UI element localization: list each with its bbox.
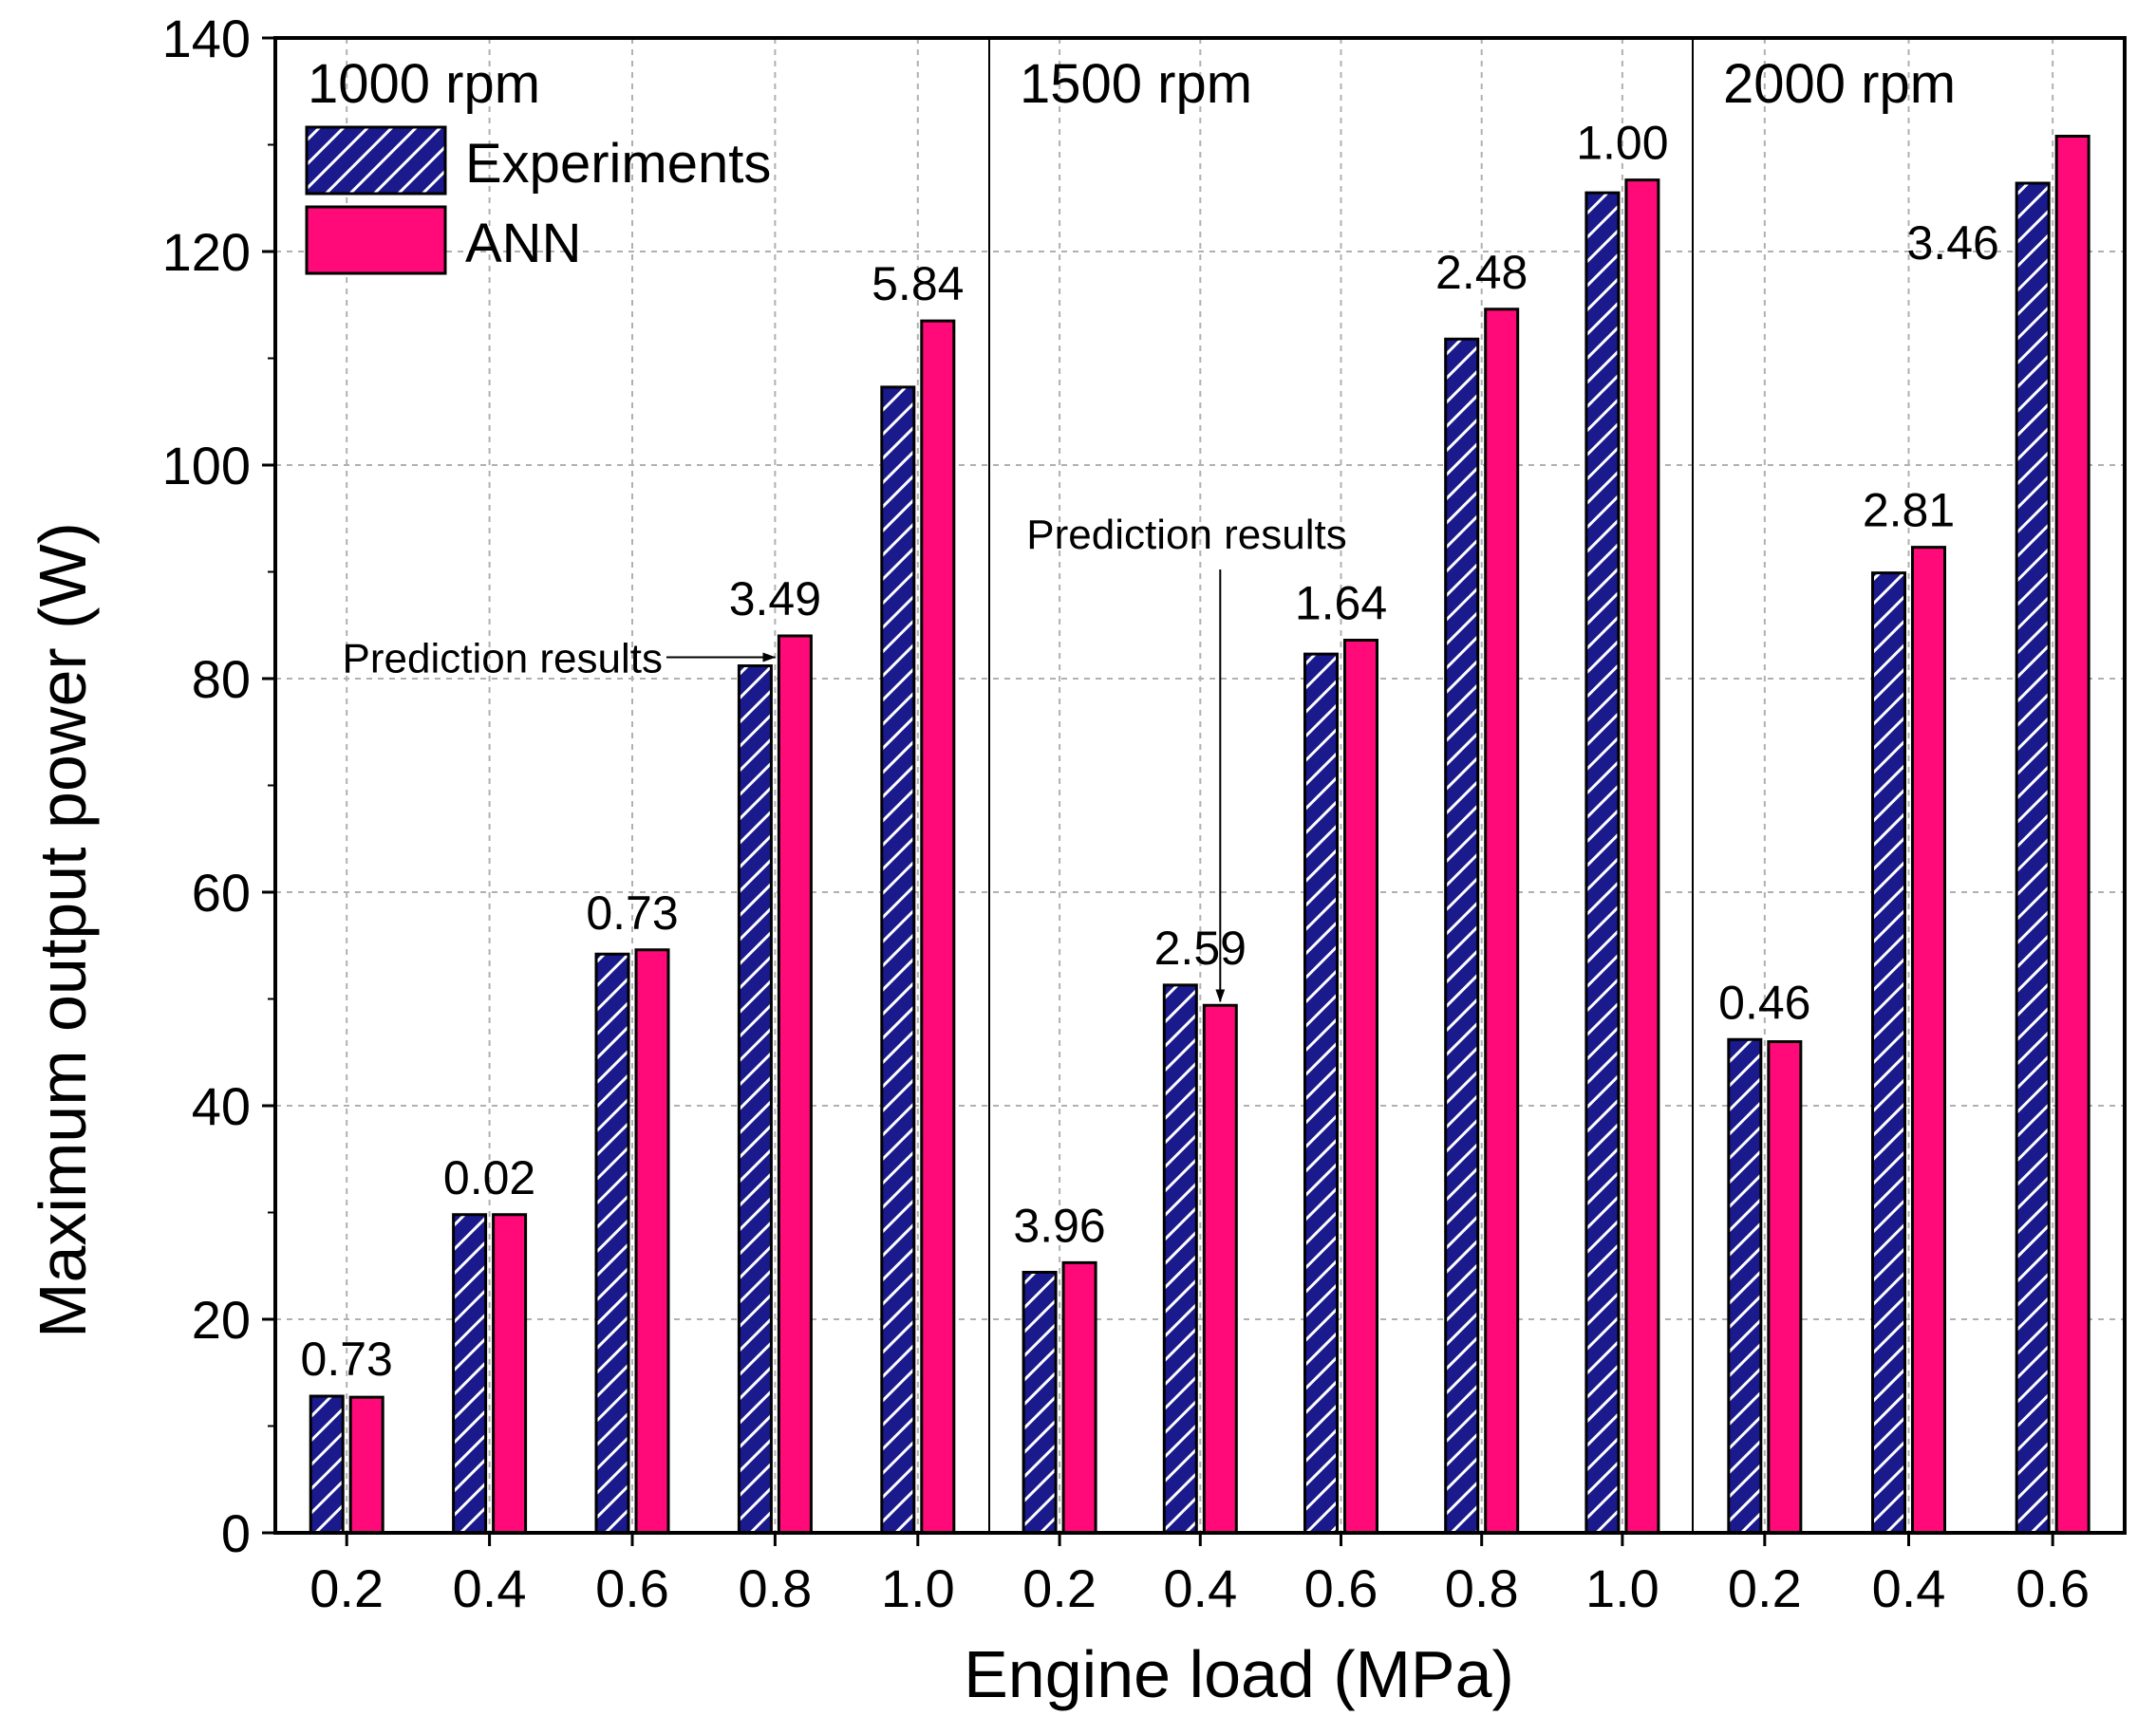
- data-label-error: 0.46: [1718, 976, 1810, 1029]
- bar-ann: [1911, 546, 1946, 1535]
- data-label-error: 0.02: [443, 1151, 535, 1204]
- x-tick-label: 0.4: [1163, 1558, 1237, 1618]
- annotations-layer: Prediction results Prediction results: [343, 512, 1347, 1003]
- bar-ann: [1061, 1260, 1097, 1535]
- bar-ann: [1624, 178, 1660, 1535]
- x-tick-label: 0.6: [2015, 1558, 2090, 1618]
- annotation-label: Prediction results: [1026, 512, 1346, 558]
- y-tick-label: 80: [192, 649, 251, 709]
- x-tick-label: 0.8: [738, 1558, 812, 1618]
- bar-experiments: [1871, 571, 1906, 1535]
- y-tick-label: 100: [162, 436, 251, 495]
- bar-ann: [1202, 1003, 1238, 1535]
- bar-ann: [1767, 1040, 1803, 1535]
- x-tick-label: 1.0: [1585, 1558, 1659, 1618]
- data-label-error: 5.84: [872, 257, 964, 310]
- data-label-error: 3.49: [729, 572, 821, 625]
- data-label-error: 0.73: [586, 886, 678, 940]
- legend-swatch-experiments: [305, 125, 447, 196]
- bar-ann: [492, 1213, 528, 1535]
- x-tick-label: 0.2: [1728, 1558, 1802, 1618]
- bar-ann: [1343, 639, 1378, 1535]
- annotation-label: Prediction results: [343, 636, 663, 682]
- bar-experiments: [1727, 1037, 1763, 1535]
- bar-experiments: [594, 952, 630, 1535]
- axis-ticks-layer: 0.2 0.4 0.6 0.8 1.0 0.2 0.4 0.6 0.8 1.0 0.2 0.4 0.6 0…: [162, 9, 2090, 1618]
- group-title: 1500 rpm: [1020, 53, 1252, 115]
- bar-experiments: [880, 385, 916, 1535]
- bar-experiments: [737, 664, 773, 1535]
- group-title: 2000 rpm: [1723, 53, 1956, 115]
- x-tick-label: 0.6: [1304, 1558, 1378, 1618]
- bar-experiments: [2015, 181, 2051, 1535]
- data-label-error: 2.81: [1863, 484, 1955, 537]
- bar-experiments: [1022, 1271, 1058, 1535]
- y-tick-label: 60: [192, 863, 251, 923]
- legend-label-ann: ANN: [465, 213, 581, 274]
- x-tick-label: 0.4: [1872, 1558, 1946, 1618]
- bar-ann: [348, 1395, 384, 1535]
- legend-label-experiments: Experiments: [465, 133, 771, 195]
- legend-swatch-ann: [305, 205, 447, 275]
- data-label-error: 1.00: [1576, 117, 1668, 170]
- bar-experiments: [1444, 337, 1480, 1535]
- x-tick-label: 0.2: [309, 1558, 384, 1618]
- y-tick-label: 0: [221, 1503, 251, 1563]
- x-tick-label: 1.0: [881, 1558, 955, 1618]
- bar-experiments: [1303, 652, 1339, 1535]
- bar-ann: [777, 634, 813, 1535]
- legend: Experiments ANN: [305, 125, 771, 275]
- x-tick-label: 0.6: [595, 1558, 669, 1618]
- bar-ann: [2054, 135, 2090, 1535]
- group-title: 1000 rpm: [308, 53, 540, 115]
- bar-experiments: [309, 1394, 345, 1535]
- bar-ann: [920, 319, 956, 1535]
- x-tick-label: 0.4: [453, 1558, 527, 1618]
- bar-ann: [634, 948, 670, 1535]
- x-tick-label: 0.2: [1022, 1558, 1097, 1618]
- data-label-error: 2.48: [1435, 246, 1528, 299]
- y-tick-label: 140: [162, 9, 251, 68]
- bar-ann: [1484, 308, 1520, 1535]
- data-label-error: 1.64: [1295, 577, 1387, 630]
- y-tick-label: 40: [192, 1076, 251, 1136]
- y-tick-label: 20: [192, 1290, 251, 1350]
- data-label-error: 0.73: [301, 1333, 393, 1386]
- x-axis-title: Engine load (MPa): [964, 1637, 1514, 1711]
- data-labels-layer: 0.73 0.02 0.73 3.49 5.84 1000 rpm 3.96 2.59 1.64…: [301, 53, 1999, 1386]
- y-tick-label: 120: [162, 222, 251, 282]
- bar-experiments: [1584, 191, 1621, 1535]
- bar-experiments: [452, 1213, 488, 1535]
- y-axis-title: Maximum output power (W): [26, 522, 100, 1338]
- data-label-error: 2.59: [1154, 922, 1247, 975]
- grid-layer: [275, 38, 2125, 1533]
- data-label-error: 3.96: [1013, 1199, 1105, 1252]
- data-label-error: 3.46: [1907, 216, 1999, 270]
- bars-layer: [309, 135, 2090, 1535]
- x-tick-label: 0.8: [1445, 1558, 1519, 1618]
- bar-experiments: [1162, 983, 1198, 1535]
